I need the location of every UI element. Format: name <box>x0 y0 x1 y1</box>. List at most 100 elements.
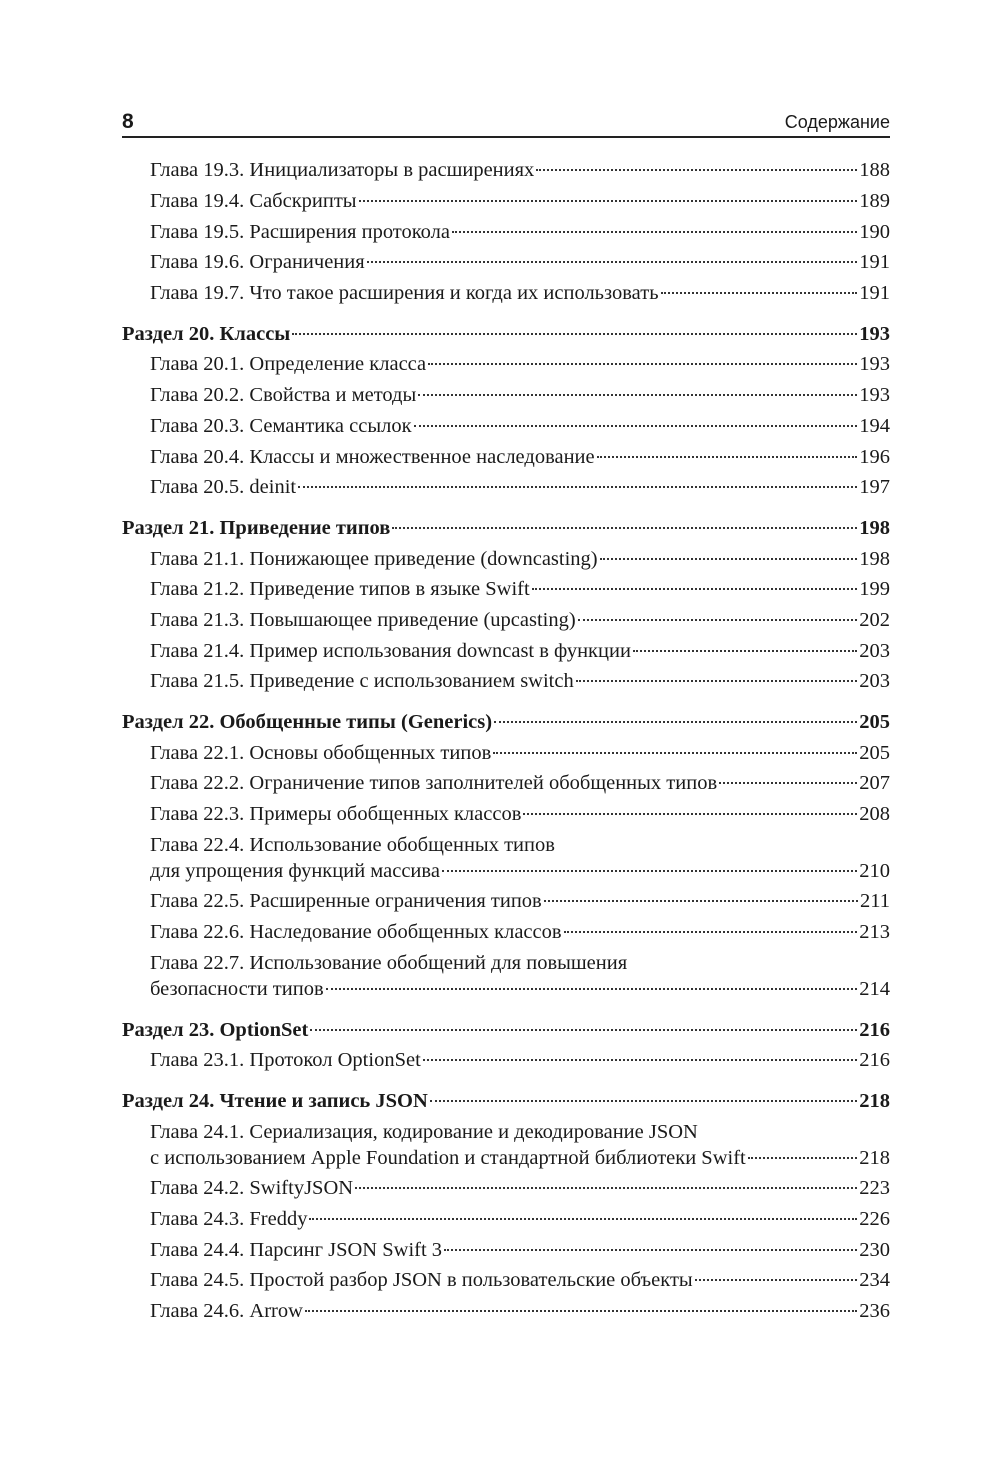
toc-entry: Глава 19.5. Расширения протокола 190 <box>122 216 890 247</box>
entry-page: 203 <box>859 639 890 662</box>
entry-line: Глава 24.5. Простой разбор JSON в пользо… <box>150 1267 890 1293</box>
dot-leader <box>577 618 858 621</box>
toc-entry: Глава 21.1. Понижающее приведение (downc… <box>122 543 890 574</box>
section-page: 218 <box>859 1089 890 1112</box>
entry-line: Глава 24.6. Arrow 236 <box>150 1298 890 1324</box>
entry-title: Глава 19.4. Сабскрипты <box>150 190 357 213</box>
dot-leader <box>441 869 858 872</box>
entry-page: 202 <box>859 608 890 631</box>
toc-entry: Глава 19.6. Ограничения 191 <box>122 247 890 278</box>
entry-page: 193 <box>859 353 890 376</box>
entry-page: 207 <box>859 772 890 795</box>
dot-leader <box>355 1187 858 1190</box>
toc-entry: Глава 22.6. Наследование обобщенных клас… <box>122 917 890 948</box>
entry-title: Глава 19.3. Инициализаторы в расширениях <box>150 159 535 182</box>
entry-title: Глава 19.7. Что такое расширения и когда… <box>150 282 659 305</box>
entry-page: 236 <box>859 1300 890 1323</box>
dot-leader <box>366 261 858 264</box>
page-number: 8 <box>122 110 134 133</box>
entry-title: для упрощения функций массива <box>150 859 440 882</box>
entry-page: 199 <box>859 578 890 601</box>
dot-leader <box>660 292 858 295</box>
entry-page: 210 <box>859 859 890 882</box>
toc-entry: Глава 22.7. Использование обобщений для … <box>122 948 890 1005</box>
entry-line: Глава 20.4. Классы и множественное насле… <box>150 444 890 470</box>
dot-leader <box>358 200 858 203</box>
dot-leader <box>543 900 858 903</box>
toc-entry: Глава 21.4. Пример использования downcas… <box>122 635 890 666</box>
entry-page: 226 <box>859 1207 890 1230</box>
toc-section: Раздел 20. Классы 193 Глава 20.1. Определе… <box>122 318 890 502</box>
dot-leader <box>292 332 858 335</box>
entry-line: Глава 22.2. Ограничение типов заполнител… <box>150 770 890 796</box>
entry-line: Глава 19.4. Сабскрипты 189 <box>150 188 890 214</box>
toc-entry: Глава 22.4. Использование обобщенных тип… <box>122 829 890 886</box>
dot-leader <box>304 1310 858 1313</box>
section-heading: Раздел 23. OptionSet 216 <box>122 1014 890 1045</box>
toc-entry: Глава 19.3. Инициализаторы в расширениях… <box>122 155 890 186</box>
entry-page: 198 <box>859 547 890 570</box>
entry-page: 190 <box>859 220 890 243</box>
section-title: Раздел 23. OptionSet <box>122 1018 309 1041</box>
entry-title: Глава 21.4. Пример использования downcas… <box>150 639 631 662</box>
dot-leader <box>719 782 858 785</box>
dot-leader <box>599 557 858 560</box>
entry-title: Глава 19.6. Ограничения <box>150 251 365 274</box>
entry-page: 211 <box>860 890 890 913</box>
section-title: Раздел 20. Классы <box>122 322 291 345</box>
entry-title: с использованием Apple Foundation и стан… <box>150 1146 746 1169</box>
entry-page: 191 <box>859 282 890 305</box>
entry-line: Глава 22.6. Наследование обобщенных клас… <box>150 919 890 945</box>
toc-entry: Глава 21.3. Повышающее приведение (upcas… <box>122 605 890 636</box>
section-page: 216 <box>859 1018 890 1041</box>
entry-line: Глава 19.6. Ограничения 191 <box>150 249 890 275</box>
entry-page: 214 <box>859 977 890 1000</box>
section-heading: Раздел 24. Чтение и запись JSON 218 <box>122 1086 890 1117</box>
dot-leader <box>632 649 858 652</box>
entry-title: Глава 22.3. Примеры обобщенных классов <box>150 803 522 826</box>
entry-line: Глава 24.4. Парсинг JSON Swift 3 230 <box>150 1237 890 1263</box>
entry-line: Глава 24.1. Сериализация, кодирование и … <box>150 1119 890 1145</box>
entry-title: Глава 23.1. Протокол OptionSet <box>150 1049 421 1072</box>
section-title: Раздел 24. Чтение и запись JSON <box>122 1089 428 1112</box>
dot-leader <box>596 455 858 458</box>
entry-line: Глава 19.7. Что такое расширения и когда… <box>150 280 890 306</box>
section-page: 193 <box>859 322 890 345</box>
entry-title: Глава 22.1. Основы обобщенных типов <box>150 741 492 764</box>
toc-entry: Глава 22.5. Расширенные ограничения типо… <box>122 886 890 917</box>
entry-page: 230 <box>859 1238 890 1261</box>
toc-entry: Глава 19.7. Что такое расширения и когда… <box>122 278 890 309</box>
entry-title: Глава 20.4. Классы и множественное насле… <box>150 445 595 468</box>
entry-page: 223 <box>859 1177 890 1200</box>
entry-line: Глава 24.3. Freddy 226 <box>150 1206 890 1232</box>
toc-entry: Глава 20.2. Свойства и методы 193 <box>122 380 890 411</box>
entry-line: Глава 22.7. Использование обобщений для … <box>150 950 890 976</box>
dot-leader <box>298 486 858 489</box>
entry-title: безопасности типов <box>150 977 324 1000</box>
entry-line: для упрощения функций массива 210 <box>150 858 890 884</box>
toc-entry: Глава 22.1. Основы обобщенных типов 205 <box>122 737 890 768</box>
entry-title: Глава 21.2. Приведение типов в языке Swi… <box>150 578 530 601</box>
dot-leader <box>413 424 858 427</box>
toc-entry: Глава 24.3. Freddy 226 <box>122 1204 890 1235</box>
entry-line: с использованием Apple Foundation и стан… <box>150 1145 890 1171</box>
entry-title: Глава 22.5. Расширенные ограничения типо… <box>150 890 542 913</box>
dot-leader <box>428 363 858 366</box>
toc-entry: Глава 20.1. Определение класса 193 <box>122 349 890 380</box>
dot-leader <box>422 1059 858 1062</box>
entry-page: 203 <box>859 670 890 693</box>
running-title: Содержание <box>784 112 890 132</box>
toc-section: Глава 19.3. Инициализаторы в расширениях… <box>122 155 890 308</box>
entry-line: Глава 22.1. Основы обобщенных типов 205 <box>150 740 890 766</box>
entry-page: 218 <box>859 1146 890 1169</box>
dot-leader <box>563 931 858 934</box>
entry-line: Глава 23.1. Протокол OptionSet 216 <box>150 1047 890 1073</box>
entry-title: Глава 21.1. Понижающее приведение (downc… <box>150 547 598 570</box>
dot-leader <box>523 813 858 816</box>
entry-title: Глава 20.2. Свойства и методы <box>150 384 417 407</box>
dot-leader <box>444 1248 858 1251</box>
dot-leader <box>494 721 858 724</box>
table-of-contents: Глава 19.3. Инициализаторы в расширениях… <box>122 155 890 1326</box>
entry-line: Глава 20.2. Свойства и методы 193 <box>150 382 890 408</box>
entry-title: Глава 24.4. Парсинг JSON Swift 3 <box>150 1238 443 1261</box>
